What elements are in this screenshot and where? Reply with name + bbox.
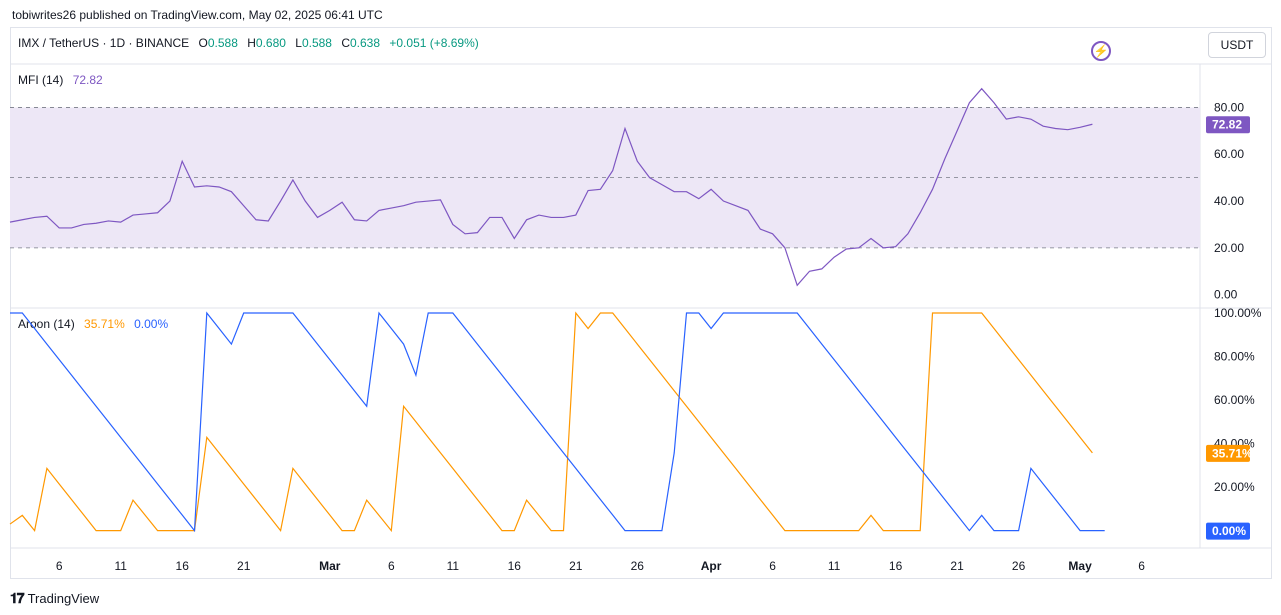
mfi-y-tick: 80.00	[1214, 100, 1244, 114]
symbol-legend[interactable]: IMX / TetherUS · 1D · BINANCE O0.588 H0.…	[18, 36, 479, 50]
x-tick-label: 11	[828, 559, 841, 573]
mfi-last-badge	[1206, 116, 1250, 134]
close-value: 0.638	[350, 36, 381, 50]
mfi-y-tick: 0.00	[1214, 288, 1238, 302]
x-tick-label: May	[1068, 559, 1092, 573]
mfi-y-tick: 60.00	[1214, 147, 1244, 161]
x-tick-label: 11	[114, 559, 127, 573]
aroon-up-value: 35.71%	[84, 317, 125, 331]
lightning-icon[interactable]: ⚡	[1091, 41, 1111, 61]
x-tick-label: 11	[447, 559, 460, 573]
aroon-down-value: 0.00%	[134, 317, 169, 331]
aroon-down-line	[10, 311, 1105, 533]
x-tick-label: 6	[1138, 559, 1145, 573]
low-label: L	[295, 36, 302, 50]
open-label: O	[198, 36, 208, 50]
aroon-up-line	[9, 311, 1093, 533]
x-tick-label: 16	[508, 559, 522, 573]
close-label: C	[341, 36, 350, 50]
high-label: H	[247, 36, 256, 50]
x-tick-label: 21	[950, 559, 964, 573]
change-value: +0.051 (+8.69%)	[389, 36, 479, 50]
aroon-down-badge	[1206, 522, 1250, 540]
currency-button[interactable]: USDT	[1208, 32, 1266, 58]
aroon-title: Aroon (14)	[18, 317, 75, 331]
symbol-title: IMX / TetherUS · 1D · BINANCE	[18, 36, 190, 50]
aroon-up-badge	[1206, 444, 1250, 462]
aroon-y-tick: 20.00%	[1214, 480, 1255, 494]
x-tick-label: 16	[889, 559, 903, 573]
aroon-legend[interactable]: Aroon (14) 35.71% 0.00%	[18, 317, 174, 331]
x-tick-label: 26	[631, 559, 645, 573]
x-tick-label: Mar	[319, 559, 341, 573]
mfi-y-tick: 20.00	[1214, 241, 1244, 255]
footer-brand[interactable]: 𝟏𝟕 TradingView	[10, 590, 99, 607]
mfi-last-label: 72.82	[1212, 118, 1242, 132]
x-tick-label: 6	[56, 559, 63, 573]
x-tick-label: 6	[769, 559, 776, 573]
published-caption: tobiwrites26 published on TradingView.co…	[12, 8, 383, 22]
x-tick-label: 26	[1012, 559, 1026, 573]
x-tick-label: 21	[569, 559, 583, 573]
low-value: 0.588	[301, 36, 332, 50]
aroon-y-tick: 80.00%	[1214, 350, 1255, 364]
mfi-y-tick: 40.00	[1214, 194, 1244, 208]
chart-frame	[10, 27, 1272, 579]
x-tick-label: 21	[237, 559, 251, 573]
aroon-up-badge-label: 35.71%	[1212, 446, 1253, 460]
x-tick-label: 16	[176, 559, 190, 573]
mfi-line	[9, 87, 1093, 287]
mfi-legend[interactable]: MFI (14) 72.82	[18, 73, 109, 87]
aroon-down-badge-label: 0.00%	[1212, 524, 1246, 538]
high-value: 0.680	[255, 36, 286, 50]
open-value: 0.588	[207, 36, 238, 50]
tradingview-logo-icon: 𝟏𝟕	[10, 590, 25, 606]
aroon-y-tick: 100.00%	[1214, 306, 1262, 320]
mfi-value: 72.82	[72, 73, 103, 87]
x-tick-label: 6	[388, 559, 395, 573]
brand-name: TradingView	[27, 591, 100, 606]
mfi-title: MFI (14)	[18, 73, 64, 87]
x-tick-label: Apr	[701, 559, 722, 573]
aroon-y-tick: 60.00%	[1214, 393, 1255, 407]
